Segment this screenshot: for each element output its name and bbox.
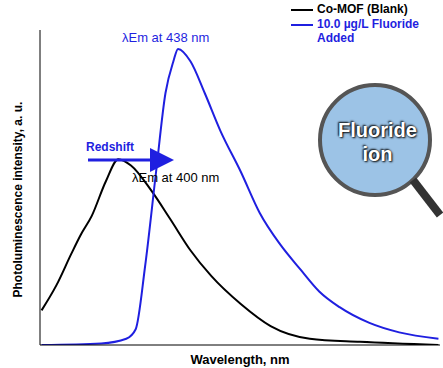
- html-text:Fluoride ion: Fluoride ion: [338, 119, 417, 165]
- html-text:Co-MOF (Blank): Co-MOF (Blank): [317, 2, 408, 16]
- svg-text:Wavelength, nm: Wavelength, nm: [190, 352, 289, 367]
- html-text:λEm at 400 nm: λEm at 400 nm: [132, 170, 220, 185]
- html-text:10.0 µg/L Fluoride Added: 10.0 µg/L Fluoride Added: [317, 17, 419, 45]
- html-text:Redshift: Redshift: [86, 140, 134, 154]
- html-text:λEm at 438 nm: λEm at 438 nm: [122, 30, 210, 45]
- svg-text:Photoluminescence intensity, a: Photoluminescence intensity, a. u.: [11, 102, 25, 298]
